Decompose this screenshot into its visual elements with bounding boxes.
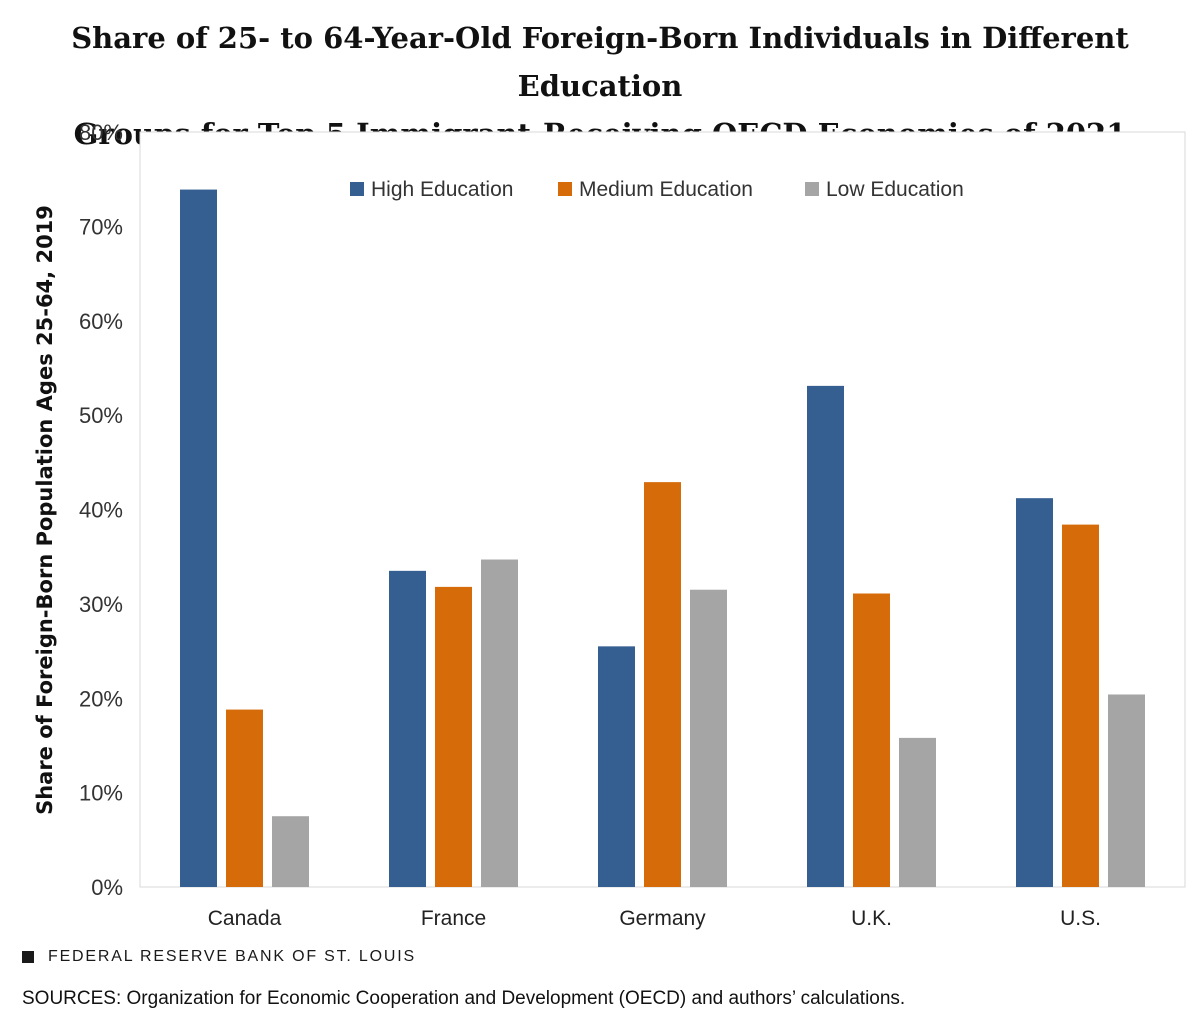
y-axis-label: Share of Foreign-Born Population Ages 25… [33,205,57,815]
y-tick-label: 10% [79,781,123,806]
y-tick-label: 0% [91,875,123,900]
y-tick-label: 30% [79,592,123,617]
legend-label: Medium Education [579,178,753,201]
bars-group [180,189,1145,888]
bar-france-high [389,570,426,887]
x-category-label: U.K. [851,907,892,930]
footer-brand-label: FEDERAL RESERVE BANK OF ST. LOUIS [48,948,416,965]
brand-square-icon [22,951,34,963]
bar-us-high [1016,498,1053,887]
bar-canada-high [180,189,217,888]
bar-us-medium [1062,524,1099,887]
y-tick-label: 20% [79,686,123,711]
legend-label: Low Education [826,178,964,201]
bar-chart: 0% 10% 20% 30% 40% 50% 60% 70% 80% Canada France G… [33,120,1186,930]
x-category-label: Germany [619,907,706,930]
x-category-label: U.S. [1060,907,1101,930]
legend-swatch [350,182,364,196]
bar-france-low [481,559,518,887]
y-tick-label: 60% [79,309,123,334]
bar-canada-medium [226,709,263,887]
x-axis-labels: Canada France Germany U.K. U.S. [208,907,1101,930]
legend-label: High Education [371,178,513,201]
y-tick-label: 80% [79,120,123,145]
bar-uk-low [899,737,936,887]
x-category-label: France [421,907,486,930]
chart-title-line-1: Share of 25- to 64-Year-Old Foreign-Born… [71,21,1129,103]
footer-sources: SOURCES: Organization for Economic Coope… [22,988,906,1009]
legend-swatch [558,182,572,196]
bar-us-low [1108,694,1145,887]
legend-swatch [805,182,819,196]
bar-uk-medium [853,593,890,887]
y-tick-label: 70% [79,214,123,239]
footer-brand: FEDERAL RESERVE BANK OF ST. LOUIS [22,948,416,966]
bar-germany-medium [644,482,681,887]
y-axis-ticks: 0% 10% 20% 30% 40% 50% 60% 70% 80% [79,120,123,900]
bar-germany-high [598,646,635,887]
x-category-label: Canada [208,907,282,930]
y-tick-label: 40% [79,498,123,523]
y-tick-label: 50% [79,403,123,428]
bar-france-medium [435,586,472,887]
bar-germany-low [690,589,727,887]
bar-canada-low [272,816,309,887]
legend: High Education Medium Education Low Educat… [350,178,964,201]
bar-uk-high [807,385,844,887]
